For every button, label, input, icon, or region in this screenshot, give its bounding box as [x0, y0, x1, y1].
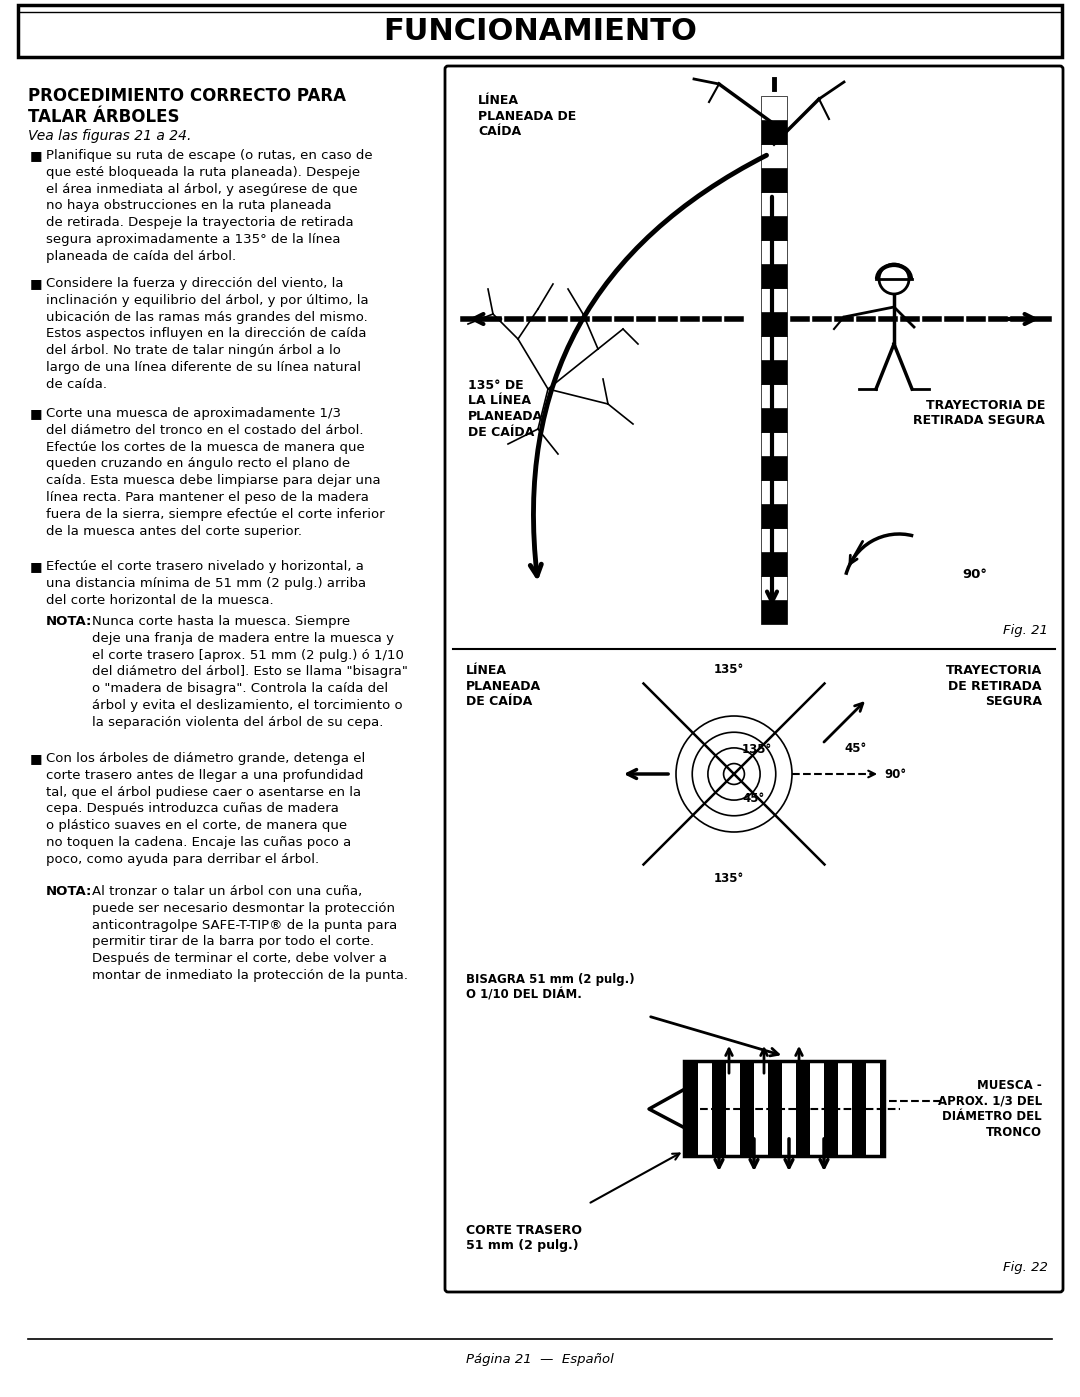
Text: Nunca corte hasta la muesca. Siempre
deje una franja de madera entre la muesca y: Nunca corte hasta la muesca. Siempre dej…: [92, 615, 408, 729]
Text: MUESCA -
APROX. 1/3 DEL
DIÁMETRO DEL
TRONCO: MUESCA - APROX. 1/3 DEL DIÁMETRO DEL TRO…: [937, 1080, 1042, 1139]
Bar: [866, 1060, 880, 1155]
Text: ■: ■: [30, 752, 42, 766]
Bar: [761, 384, 787, 408]
Bar: [698, 1060, 712, 1155]
Text: 90°: 90°: [962, 567, 987, 581]
Text: 135° DE
LA LÍNEA
PLANEADA
DE CAÍDA: 135° DE LA LÍNEA PLANEADA DE CAÍDA: [468, 379, 543, 439]
FancyBboxPatch shape: [445, 66, 1063, 1292]
Bar: [761, 240, 787, 264]
Bar: [761, 191, 787, 217]
Text: ■: ■: [30, 407, 42, 420]
Bar: [761, 360, 787, 384]
Text: LÍNEA
PLANEADA
DE CAÍDA: LÍNEA PLANEADA DE CAÍDA: [465, 664, 541, 708]
Text: Al tronzar o talar un árbol con una cuña,
puede ser necesario desmontar la prote: Al tronzar o talar un árbol con una cuña…: [92, 886, 408, 982]
Text: ■: ■: [30, 277, 42, 291]
Bar: [761, 455, 787, 481]
Text: CORTE TRASERO
51 mm (2 pulg.): CORTE TRASERO 51 mm (2 pulg.): [465, 1224, 582, 1253]
Text: 135°: 135°: [742, 743, 772, 756]
Text: Página 21  —  Español: Página 21 — Español: [467, 1354, 613, 1366]
Bar: [761, 408, 787, 432]
Text: 45°: 45°: [843, 742, 866, 756]
Bar: [768, 1060, 782, 1155]
Bar: [761, 481, 787, 504]
Text: 90°: 90°: [885, 767, 906, 781]
Bar: [761, 312, 787, 337]
Text: Considere la fuerza y dirección del viento, la
inclinación y equilibrio del árbo: Considere la fuerza y dirección del vien…: [46, 277, 368, 391]
Bar: [761, 504, 787, 528]
Text: TRAYECTORIA
DE RETIRADA
SEGURA: TRAYECTORIA DE RETIRADA SEGURA: [946, 664, 1042, 708]
Bar: [761, 288, 787, 312]
Bar: [761, 528, 787, 552]
Bar: [782, 1060, 796, 1155]
Bar: [810, 1060, 824, 1155]
Text: Efectúe el corte trasero nivelado y horizontal, a
una distancia mínima de 51 mm : Efectúe el corte trasero nivelado y hori…: [46, 560, 366, 606]
Text: Con los árboles de diámetro grande, detenga el
corte trasero antes de llegar a u: Con los árboles de diámetro grande, dete…: [46, 752, 365, 866]
Bar: [761, 576, 787, 599]
Bar: [726, 1060, 740, 1155]
Text: Planifique su ruta de escape (o rutas, en caso de
que esté bloqueada la ruta pla: Planifique su ruta de escape (o rutas, e…: [46, 149, 373, 263]
Bar: [796, 1060, 810, 1155]
Text: Fig. 21: Fig. 21: [1003, 624, 1048, 637]
Bar: [712, 1060, 726, 1155]
Bar: [838, 1060, 852, 1155]
Bar: [761, 552, 787, 576]
Text: 45°: 45°: [742, 792, 765, 805]
Text: NOTA:: NOTA:: [46, 615, 93, 629]
Bar: [761, 168, 787, 191]
Bar: [761, 599, 787, 624]
Text: Corte una muesca de aproximadamente 1/3
del diámetro del tronco en el costado de: Corte una muesca de aproximadamente 1/3 …: [46, 407, 384, 538]
Text: FUNCIONAMIENTO: FUNCIONAMIENTO: [383, 17, 697, 46]
Text: Fig. 22: Fig. 22: [1003, 1261, 1048, 1274]
Text: ■: ■: [30, 149, 42, 162]
Text: TRAYECTORIA DE
RETIRADA SEGURA: TRAYECTORIA DE RETIRADA SEGURA: [914, 400, 1045, 427]
Bar: [761, 337, 787, 360]
Text: Vea las figuras 21 a 24.: Vea las figuras 21 a 24.: [28, 129, 191, 142]
Text: PROCEDIMIENTO CORRECTO PARA
TALAR ÁRBOLES: PROCEDIMIENTO CORRECTO PARA TALAR ÁRBOLE…: [28, 87, 346, 126]
Bar: [761, 217, 787, 240]
Text: 135°: 135°: [714, 664, 744, 676]
Bar: [761, 120, 787, 144]
Bar: [754, 1060, 768, 1155]
Bar: [761, 432, 787, 455]
Bar: [824, 1060, 838, 1155]
Text: BISAGRA 51 mm (2 pulg.)
O 1/10 DEL DIÁM.: BISAGRA 51 mm (2 pulg.) O 1/10 DEL DIÁM.: [465, 972, 635, 1002]
Bar: [18, 6, 1062, 57]
Bar: [761, 144, 787, 168]
Bar: [740, 1060, 754, 1155]
Text: 135°: 135°: [714, 872, 744, 886]
Text: NOTA:: NOTA:: [46, 886, 93, 898]
Bar: [684, 1060, 698, 1155]
Text: LÍNEA
PLANEADA DE
CAÍDA: LÍNEA PLANEADA DE CAÍDA: [478, 94, 577, 138]
Bar: [852, 1060, 866, 1155]
Bar: [684, 1060, 885, 1155]
Text: ■: ■: [30, 560, 42, 573]
Bar: [880, 1060, 885, 1155]
Bar: [761, 264, 787, 288]
Bar: [761, 96, 787, 120]
